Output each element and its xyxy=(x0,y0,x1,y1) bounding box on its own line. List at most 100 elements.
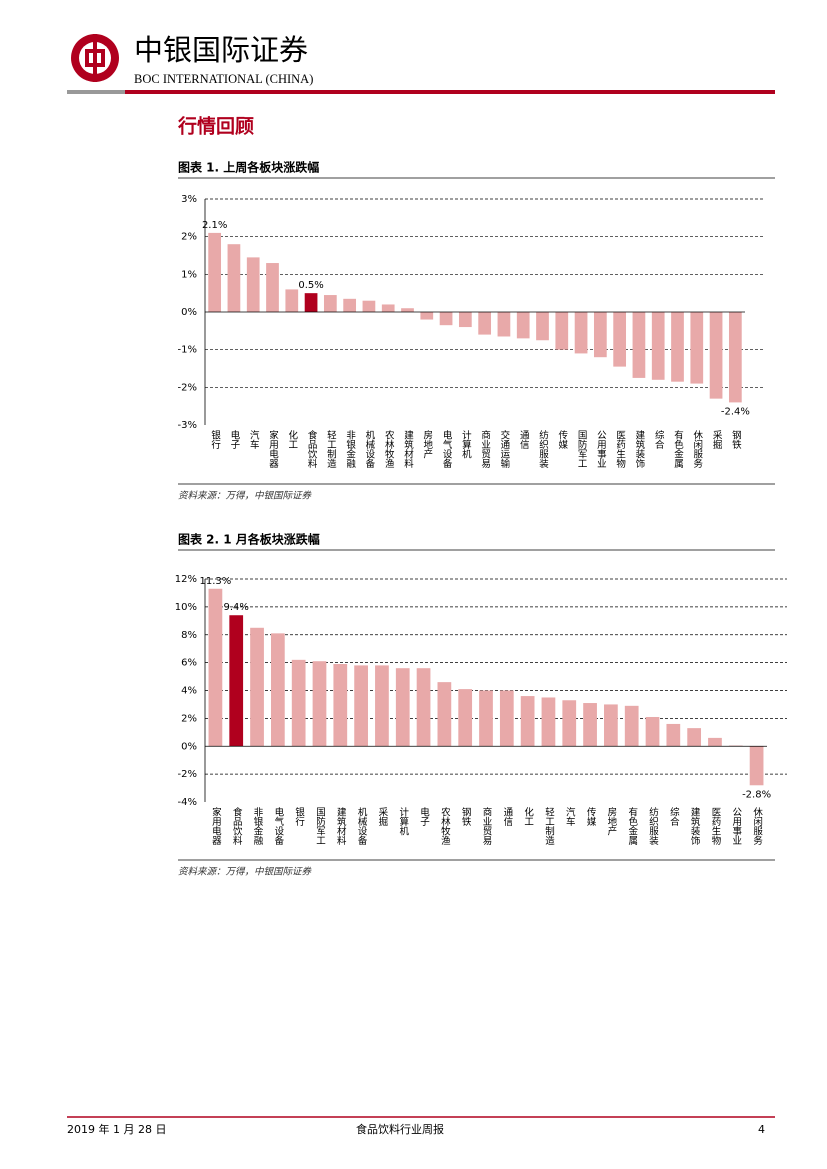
y-tick-label: 6% xyxy=(181,658,197,669)
bar xyxy=(499,690,514,747)
bar xyxy=(709,312,723,399)
bar xyxy=(420,312,434,320)
x-tick-label: 化工 xyxy=(522,806,534,826)
bar xyxy=(285,289,299,312)
x-tick-label: 钢铁 xyxy=(460,806,472,827)
x-tick-label: 汽车 xyxy=(248,429,260,450)
bar xyxy=(323,295,337,312)
value-label: 2.1% xyxy=(202,220,227,231)
source: 资料来源：万得，中银国际证券 xyxy=(178,866,313,878)
x-tick-label: 采掘 xyxy=(376,807,388,827)
bar xyxy=(416,668,431,747)
header-rule-gray xyxy=(67,90,125,94)
bar xyxy=(343,298,357,312)
x-tick-label: 综合 xyxy=(668,806,680,827)
value-label: -2.4% xyxy=(721,406,750,417)
bar xyxy=(458,689,473,747)
bar xyxy=(479,690,493,747)
bar xyxy=(362,300,376,312)
bar xyxy=(458,312,472,328)
bar xyxy=(632,312,646,378)
bar xyxy=(229,615,244,747)
x-tick-label: 钢铁 xyxy=(730,429,742,450)
bar xyxy=(516,312,530,339)
x-tick-label: 农林牧渔 xyxy=(383,429,395,468)
y-tick-label: 8% xyxy=(181,630,197,641)
x-tick-label: 食品饮料 xyxy=(231,806,243,846)
bar xyxy=(312,661,327,747)
bar xyxy=(749,746,764,786)
x-tick-label: 商业贸易 xyxy=(479,429,491,469)
x-tick-label: 食品饮料 xyxy=(306,429,318,469)
x-tick-label: 银行 xyxy=(209,429,221,450)
y-tick-label: -2% xyxy=(178,769,197,780)
bar xyxy=(593,312,607,358)
x-tick-label: 通信 xyxy=(501,807,513,827)
x-tick-label: 建筑材料 xyxy=(335,806,347,846)
bar xyxy=(583,703,597,747)
bar xyxy=(604,704,618,747)
x-tick-label: 电子 xyxy=(228,429,240,449)
bar xyxy=(437,682,452,747)
y-tick-label: 0% xyxy=(181,307,197,318)
x-tick-label: 计算机 xyxy=(460,429,472,459)
bar xyxy=(520,696,535,747)
x-tick-label: 建筑装饰 xyxy=(689,806,701,846)
x-tick-label: 非银金融 xyxy=(252,806,264,846)
bar xyxy=(690,312,704,384)
y-tick-label: 10% xyxy=(175,602,197,613)
bar xyxy=(266,263,279,312)
bar xyxy=(250,627,264,747)
bar xyxy=(555,312,569,350)
x-tick-label: 机械设备 xyxy=(356,806,368,846)
bar xyxy=(562,700,577,747)
x-tick-label: 化工 xyxy=(286,429,298,449)
bar xyxy=(227,244,241,312)
y-tick-label: -3% xyxy=(178,420,197,431)
footer-page: 4 xyxy=(758,1123,765,1136)
bar xyxy=(478,312,492,335)
bar xyxy=(401,308,414,312)
x-tick-label: 休闲服务 xyxy=(691,429,703,469)
bar xyxy=(354,665,368,747)
x-tick-label: 电子 xyxy=(418,806,430,826)
x-tick-label: 传媒 xyxy=(556,429,568,450)
x-tick-label: 电气设备 xyxy=(272,806,284,846)
bar xyxy=(497,312,511,337)
y-tick-label: -4% xyxy=(178,797,197,808)
logo-bar xyxy=(93,34,97,82)
x-tick-label: 轻工制造 xyxy=(543,806,555,846)
x-tick-label: 家用电器 xyxy=(210,806,222,845)
bar xyxy=(381,304,395,312)
source: 资料来源：万得，中银国际证券 xyxy=(178,490,313,502)
x-tick-label: 交通运输 xyxy=(498,429,510,469)
x-tick-label: 国防军工 xyxy=(314,807,326,845)
x-tick-label: 家用电器 xyxy=(267,429,279,468)
footer-date: 2019 年 1 月 28 日 xyxy=(67,1122,166,1136)
y-tick-label: -1% xyxy=(178,345,197,356)
value-label: 0.5% xyxy=(298,280,323,291)
x-tick-label: 建筑装饰 xyxy=(633,429,645,469)
bar xyxy=(651,312,665,380)
x-tick-label: 轻工制造 xyxy=(325,429,337,469)
x-tick-label: 银行 xyxy=(293,806,305,827)
x-tick-label: 纺织服装 xyxy=(537,429,549,469)
bar xyxy=(687,728,702,747)
x-tick-label: 休闲服务 xyxy=(751,806,763,846)
x-tick-label: 有色金属 xyxy=(672,429,684,469)
bar xyxy=(624,705,639,747)
bar xyxy=(439,312,453,326)
y-tick-label: 4% xyxy=(181,686,197,697)
y-tick-label: -2% xyxy=(178,382,197,393)
y-tick-label: 1% xyxy=(181,269,197,280)
x-tick-label: 建筑材料 xyxy=(402,429,414,469)
chart-title: 图表 2. 1 月各板块涨跌幅 xyxy=(178,532,320,547)
bar xyxy=(395,668,410,747)
x-tick-label: 非银金融 xyxy=(344,429,356,469)
section-title: 行情回顾 xyxy=(177,115,254,138)
value-label: 11.3% xyxy=(200,576,232,587)
bar xyxy=(304,293,318,312)
x-tick-label: 国防军工 xyxy=(576,430,588,468)
x-tick-label: 有色金属 xyxy=(626,806,638,846)
x-tick-label: 汽车 xyxy=(564,806,576,827)
